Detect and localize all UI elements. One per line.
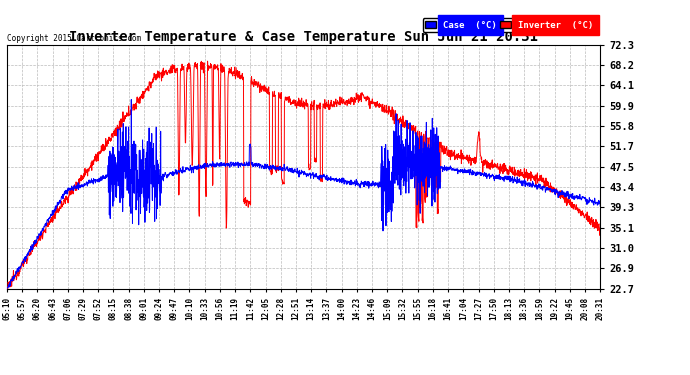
Legend: Case  (°C), Inverter  (°C): Case (°C), Inverter (°C)	[422, 18, 595, 32]
Text: Copyright 2015 Cartronics.com: Copyright 2015 Cartronics.com	[7, 34, 141, 43]
Title: Inverter Temperature & Case Temperature Sun Jun 21 20:31: Inverter Temperature & Case Temperature …	[69, 30, 538, 44]
